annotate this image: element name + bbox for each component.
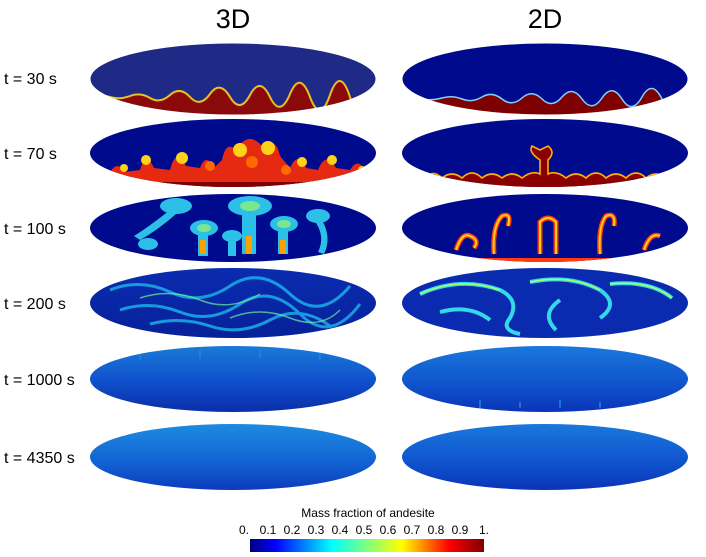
column-title-3d: 3D	[216, 4, 251, 34]
row-label-t4350: t = 4350 s	[4, 450, 75, 467]
colorbar-tick-9: 0.9	[452, 523, 469, 537]
colorbar-tick-6: 0.6	[380, 523, 397, 537]
colorbar-gradient	[250, 539, 484, 552]
colorbar-tick-2: 0.2	[284, 523, 301, 537]
panel-2d-t1000	[402, 346, 688, 412]
colorbar-tick-4: 0.4	[332, 523, 349, 537]
panel-2d-t4350	[402, 424, 688, 490]
colorbar-tick-7: 0.7	[404, 523, 421, 537]
colorbar-tick-0: 0.	[239, 523, 249, 537]
panel-3d-t70	[90, 119, 376, 187]
colorbar-title: Mass fraction of andesite	[301, 506, 435, 520]
colorbar-tick-1: 0.1	[260, 523, 277, 537]
colorbar-tick-3: 0.3	[308, 523, 325, 537]
panel-3d-t30	[90, 43, 376, 115]
panel-2d-t30	[402, 43, 688, 115]
panel-2d-t200	[402, 268, 688, 338]
colorbar-tick-10: 1.	[479, 523, 489, 537]
panel-2d-t70	[402, 119, 688, 187]
row-label-t100: t = 100 s	[4, 221, 66, 238]
row-label-t200: t = 200 s	[4, 296, 66, 313]
panel-outlines	[89, 42, 689, 116]
panel-3d-t4350	[90, 424, 376, 490]
row-label-t30: t = 30 s	[4, 71, 57, 88]
panel-3d-t200	[90, 268, 376, 338]
column-title-2d: 2D	[528, 4, 563, 34]
panel-3d-t100	[90, 194, 376, 262]
panel-3d-t1000	[90, 346, 376, 412]
colorbar-ticks: 0. 0.1 0.2 0.3 0.4 0.5 0.6 0.7 0.8 0.9 1…	[239, 523, 489, 537]
panel-2d-t100	[402, 194, 688, 262]
colorbar-tick-5: 0.5	[356, 523, 373, 537]
colorbar-tick-8: 0.8	[428, 523, 445, 537]
row-label-t70: t = 70 s	[4, 146, 57, 163]
row-label-t1000: t = 1000 s	[4, 372, 75, 389]
